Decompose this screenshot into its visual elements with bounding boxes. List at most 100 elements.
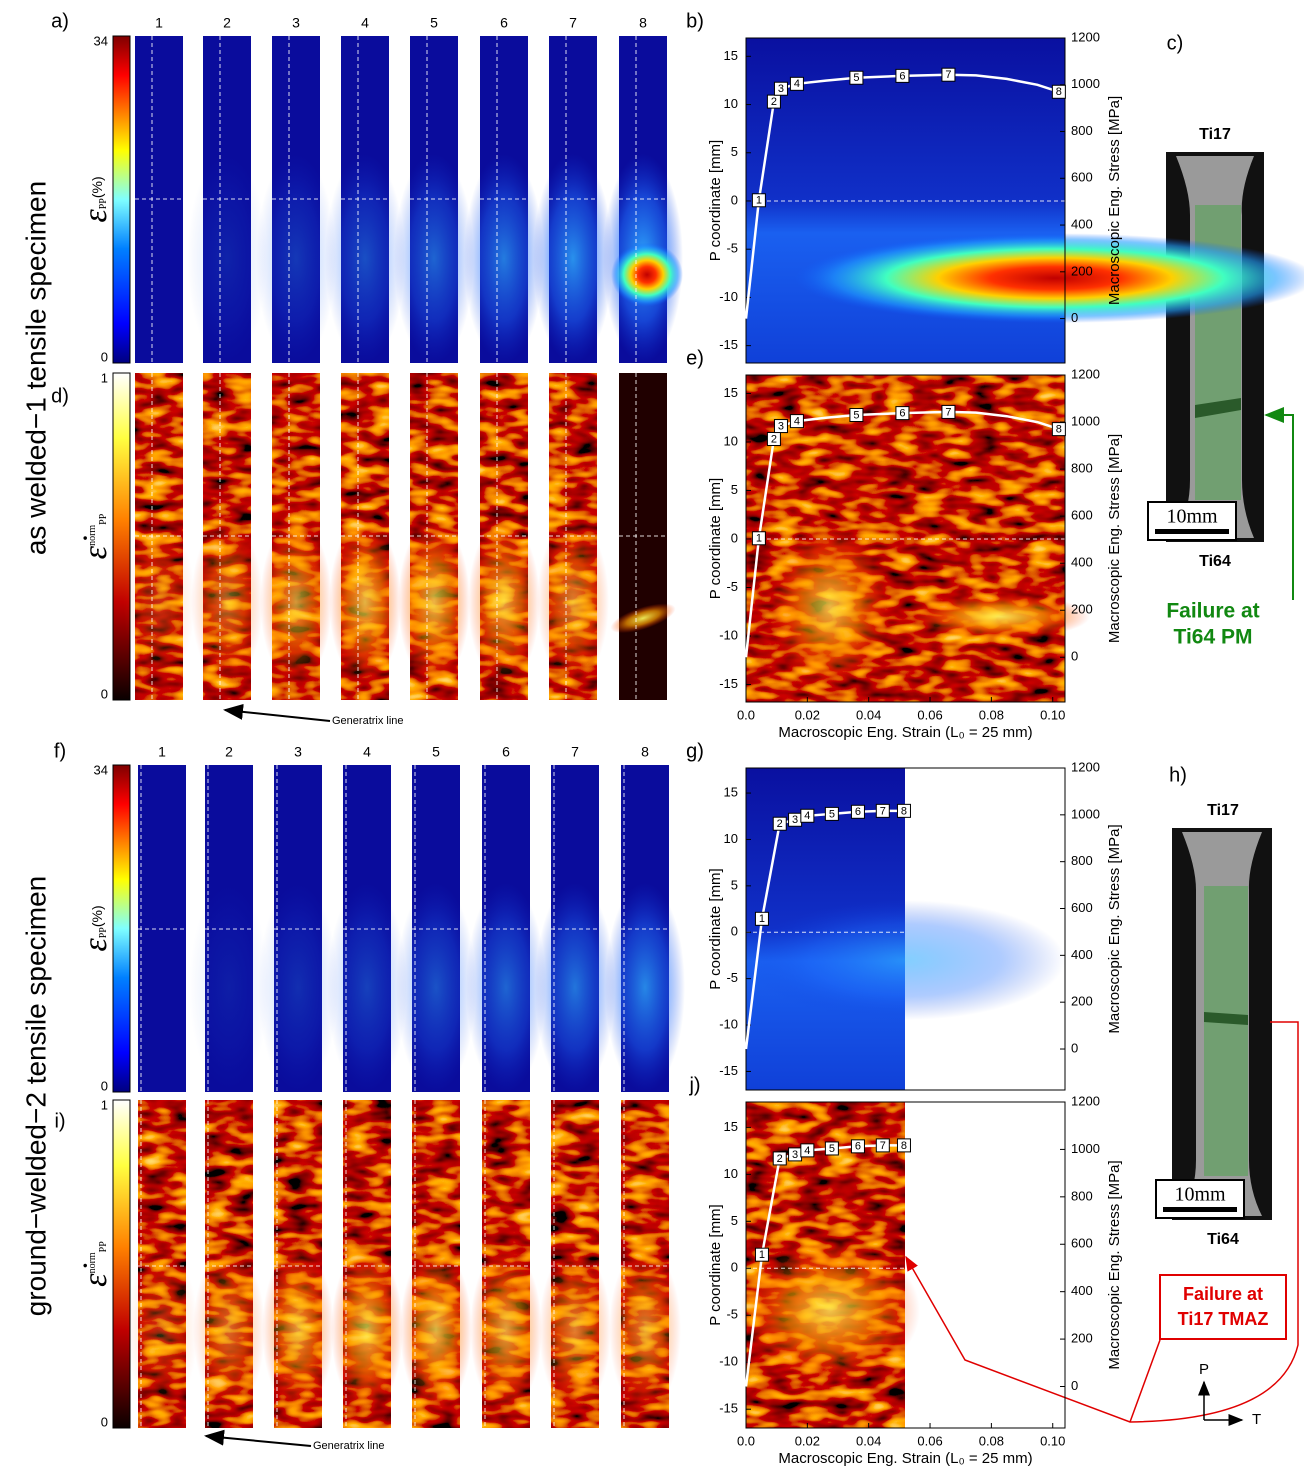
heatmap-region	[745, 900, 1065, 1021]
state-marker	[895, 68, 910, 83]
y-tick-label: 10	[724, 96, 738, 111]
y2-tick-label: 0	[1071, 1040, 1078, 1055]
y2-tick-label: 400	[1071, 216, 1093, 231]
colorbar-label: ε̇normPP	[77, 513, 114, 559]
colorbar-sub: PP	[98, 1241, 109, 1253]
state-label: 7	[880, 1140, 886, 1152]
y2-tick-label: 600	[1071, 1236, 1093, 1251]
state-marker	[850, 804, 865, 819]
y-axis-title: P coordinate [mm]	[707, 868, 724, 989]
y2-tick-label: 200	[1071, 602, 1093, 617]
y2-tick-label: 1000	[1071, 76, 1100, 91]
state-marker	[850, 1139, 865, 1154]
column-number: 4	[361, 15, 369, 31]
state-marker	[824, 806, 839, 821]
heatmap-region	[533, 153, 613, 363]
heatmap-region	[539, 1247, 611, 1412]
annotation: Generatrix line	[313, 1440, 385, 1452]
panel-label: j)	[688, 1074, 700, 1096]
panel-label: d)	[51, 385, 69, 407]
colorbar-sub: PP	[98, 513, 109, 525]
y2-tick-label: 0	[1071, 649, 1078, 664]
column-number: 6	[502, 744, 510, 760]
state-label: 2	[777, 1153, 783, 1165]
state-marker	[766, 94, 781, 109]
state-marker	[772, 816, 787, 831]
colorbar-label: ε̇normPP	[77, 1241, 114, 1287]
y-tick-label: 0	[731, 530, 738, 545]
state-marker	[789, 414, 804, 429]
colorbar-symbol: ε	[77, 938, 114, 952]
colorbar-sub: PP	[98, 927, 109, 939]
colorbar-tick-label: 0	[101, 349, 108, 364]
y2-tick-label: 1200	[1071, 366, 1100, 381]
specimen-label: Ti64	[1207, 1231, 1239, 1248]
colorbar	[112, 372, 131, 701]
y-tick-label: -5	[726, 970, 738, 985]
state-label: 8	[901, 805, 907, 817]
y-tick-label: -15	[719, 1063, 738, 1078]
specimen-label: Ti17	[1207, 802, 1239, 819]
x-tick-label: 0.04	[856, 1433, 881, 1448]
axis-glyph-label: P	[1199, 1361, 1209, 1378]
state-label: 4	[794, 78, 800, 90]
heatmap-region	[740, 1240, 920, 1381]
y-tick-label: 15	[724, 784, 738, 799]
plot-frame	[745, 1101, 1066, 1429]
specimen-label: Ti64	[1199, 553, 1231, 570]
panel-label: g)	[686, 740, 704, 762]
state-marker	[754, 1247, 769, 1262]
y-tick-label: 0	[731, 924, 738, 939]
row-title: ground−welded−2 tensile specimen	[20, 876, 51, 1317]
y-tick-label: 10	[724, 1166, 738, 1181]
state-label: 5	[853, 72, 859, 84]
colorbar-tick-label: 34	[94, 762, 108, 777]
y2-tick-label: 400	[1071, 555, 1093, 570]
state-label: 3	[778, 420, 784, 432]
y-tick-label: -15	[719, 337, 738, 352]
failure-box	[1159, 1274, 1287, 1340]
state-marker	[766, 431, 781, 446]
state-marker	[772, 1151, 787, 1166]
y-axis-title: P coordinate [mm]	[707, 478, 724, 599]
failure-label: Failure at	[1183, 1284, 1263, 1304]
heatmap-region	[329, 520, 401, 684]
specimen-photo	[1147, 152, 1264, 542]
x-tick-label: 0.04	[856, 707, 881, 722]
x-tick-label: 0.06	[917, 707, 942, 722]
scale-label: 10mm	[1174, 1184, 1226, 1206]
heatmap-region	[398, 520, 470, 684]
colorbar-sub: PP	[98, 198, 109, 210]
column-number: 4	[363, 744, 371, 760]
y-tick-label: 15	[724, 385, 738, 400]
state-marker	[941, 404, 956, 419]
heatmap-region	[262, 1247, 334, 1412]
state-marker	[824, 1141, 839, 1156]
y-tick-label: 15	[724, 1119, 738, 1134]
column-number: 7	[569, 15, 577, 31]
state-marker	[754, 911, 769, 926]
colorbar	[112, 35, 131, 364]
state-marker	[773, 81, 788, 96]
y-tick-label: 10	[724, 831, 738, 846]
state-marker	[800, 1143, 815, 1158]
state-label: 6	[855, 806, 861, 818]
y-axis-title: P coordinate [mm]	[707, 1204, 724, 1325]
y-tick-label: -10	[719, 1354, 738, 1369]
colorbar-tick-label: 34	[94, 33, 108, 48]
y2-tick-label: 1200	[1071, 759, 1100, 774]
y2-tick-label: 1200	[1071, 29, 1100, 44]
heatmap-region	[470, 1247, 542, 1412]
x-tick-label: 0.02	[795, 707, 820, 722]
y-tick-label: -15	[719, 1401, 738, 1416]
column-number: 2	[223, 15, 231, 31]
state-marker	[896, 1138, 911, 1153]
state-label: 7	[945, 69, 951, 81]
y-tick-label: 5	[731, 482, 738, 497]
colorbar-label: εPP(%)	[77, 176, 114, 222]
failure-arrow	[905, 1021, 1299, 1423]
y2-axis-title: Macroscopic Eng. Stress [MPa]	[1106, 434, 1123, 643]
y2-tick-label: 800	[1071, 123, 1093, 138]
y-tick-label: -10	[719, 627, 738, 642]
y-tick-label: -15	[719, 676, 738, 691]
